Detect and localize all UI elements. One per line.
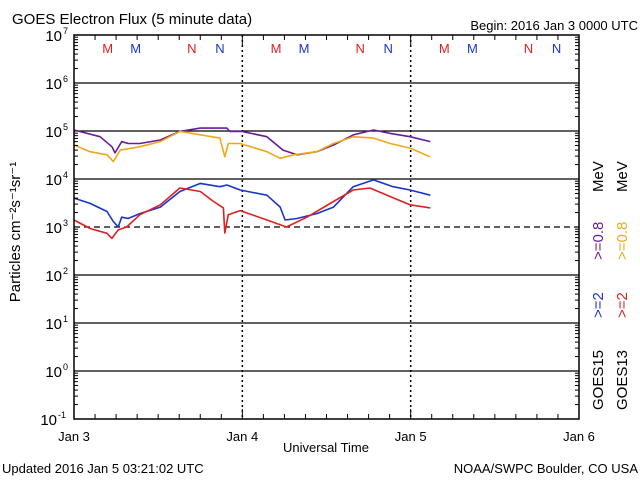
y-tick-exponent: -1 bbox=[58, 410, 66, 420]
local-time-marker: M bbox=[271, 41, 282, 56]
y-tick-exponent: 1 bbox=[63, 314, 68, 324]
series-line bbox=[73, 179, 431, 228]
y-tick-label: 10 bbox=[45, 364, 62, 381]
local-time-marker: N bbox=[355, 41, 364, 56]
x-tick-label: Jan 5 bbox=[395, 429, 427, 444]
chart-title: GOES Electron Flux (5 minute data) bbox=[12, 11, 252, 28]
y-tick-exponent: 5 bbox=[63, 122, 68, 132]
x-tick-label: Jan 3 bbox=[58, 429, 90, 444]
local-time-marker: N bbox=[187, 41, 196, 56]
credit: NOAA/SWPC Boulder, CO USA bbox=[454, 461, 639, 476]
legend-2mev: >=2 bbox=[614, 292, 631, 318]
x-tick-label: Jan 4 bbox=[226, 429, 258, 444]
local-time-marker: M bbox=[439, 41, 450, 56]
y-tick-exponent: 3 bbox=[63, 218, 68, 228]
legend-column: GOES15 >=2 >=0.8 MeV bbox=[590, 161, 607, 410]
local-time-marker: M bbox=[130, 41, 141, 56]
legend-08mev: >=0.8 bbox=[614, 222, 631, 260]
grid bbox=[74, 35, 579, 419]
local-time-marker: N bbox=[215, 41, 224, 56]
plot-frame bbox=[73, 34, 580, 420]
local-time-marker: M bbox=[467, 41, 478, 56]
legend-08mev: >=0.8 bbox=[590, 222, 607, 260]
series-group bbox=[73, 127, 431, 240]
legend-2mev: >=2 bbox=[590, 292, 607, 318]
local-time-marker: M bbox=[102, 41, 113, 56]
y-tick-label: 10 bbox=[45, 220, 62, 237]
begin-time: Begin: 2016 Jan 3 0000 UTC bbox=[470, 18, 638, 33]
y-tick-exponent: 2 bbox=[63, 266, 68, 276]
series-line bbox=[73, 187, 431, 240]
local-time-marker: M bbox=[299, 41, 310, 56]
y-tick-label: 10 bbox=[45, 124, 62, 141]
y-tick-label: 10 bbox=[45, 76, 62, 93]
local-time-marker: N bbox=[552, 41, 561, 56]
y-tick-exponent: 0 bbox=[63, 362, 68, 372]
local-time-marker: N bbox=[524, 41, 533, 56]
legend-column: GOES13 >=2 >=0.8 MeV bbox=[614, 161, 631, 410]
y-axis-label: Particles cm⁻²s⁻¹sr⁻¹ bbox=[7, 162, 24, 302]
updated-time: Updated 2016 Jan 5 03:21:02 UTC bbox=[2, 461, 204, 476]
legend-unit: MeV bbox=[590, 161, 607, 192]
legend-unit: MeV bbox=[614, 161, 631, 192]
local-time-marker: N bbox=[384, 41, 393, 56]
y-tick-label: 10 bbox=[45, 316, 62, 333]
legend: GOES15 >=2 >=0.8 MeV GOES13 >=2 >=0.8 MeV bbox=[590, 161, 631, 410]
legend-satellite: GOES15 bbox=[590, 350, 607, 410]
y-tick-exponent: 7 bbox=[63, 26, 68, 36]
x-tick-label: Jan 6 bbox=[563, 429, 595, 444]
y-tick-label: 10 bbox=[45, 172, 62, 189]
series-line bbox=[73, 127, 431, 156]
x-axis-label: Universal Time bbox=[283, 440, 369, 455]
y-tick-label: 10 bbox=[45, 268, 62, 285]
series-line bbox=[73, 130, 431, 163]
y-tick-exponent: 6 bbox=[63, 74, 68, 84]
legend-satellite: GOES13 bbox=[614, 350, 631, 410]
y-tick-exponent: 4 bbox=[63, 170, 68, 180]
y-tick-label: 10 bbox=[45, 28, 62, 45]
y-tick-label: 10 bbox=[40, 412, 57, 429]
